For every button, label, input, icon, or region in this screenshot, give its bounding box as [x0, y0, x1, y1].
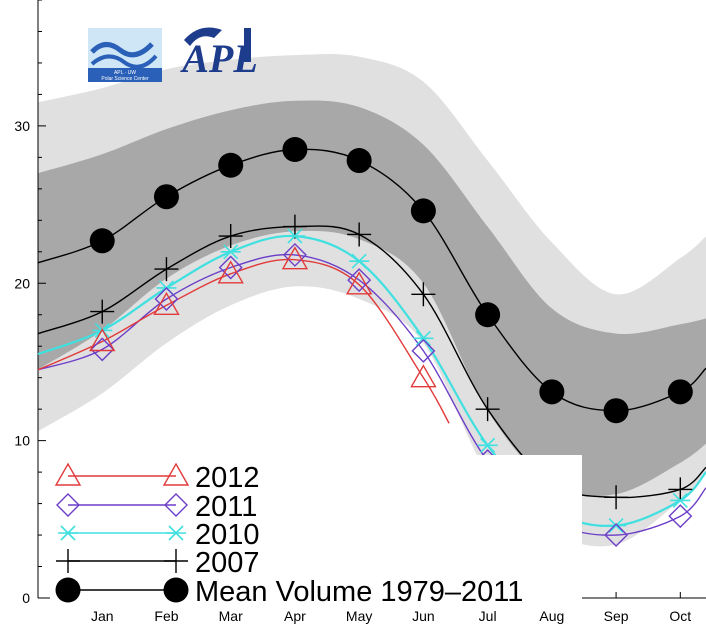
data-point [413, 330, 434, 346]
data-point [668, 504, 693, 529]
data-point [606, 518, 627, 534]
x-tick-label: Feb [154, 608, 178, 624]
psc-logo-subtext: APL · UW [114, 70, 136, 76]
data-point [475, 397, 500, 422]
legend-marker [163, 577, 189, 603]
data-point [411, 338, 436, 363]
y-tick-label: 30 [14, 118, 30, 134]
legend-marker [164, 549, 188, 573]
legend-label: 2010 [195, 519, 260, 551]
data-point [153, 291, 180, 315]
legend-marker [164, 493, 188, 517]
legend-background [50, 455, 582, 605]
x-tick-label: Jun [412, 608, 435, 624]
legend-label: 2011 [195, 491, 257, 523]
data-point [284, 228, 305, 244]
data-point [411, 282, 436, 307]
data-point [218, 224, 243, 249]
x-tick-label: Jan [91, 608, 114, 624]
legend-marker [54, 462, 82, 486]
psc-logo-banner [88, 68, 162, 82]
data-point [347, 268, 372, 293]
data-point [154, 257, 179, 282]
x-tick-label: Mar [219, 608, 243, 624]
data-point [220, 244, 241, 260]
data-point [90, 299, 115, 324]
data-point [153, 184, 179, 210]
data-point [154, 287, 179, 311]
data-point [89, 228, 115, 254]
legend-label: 2007 [195, 547, 260, 579]
x-tick-label: Jul [479, 608, 497, 624]
legend-marker [56, 493, 80, 517]
data-point [667, 379, 693, 405]
legend-label: 2012 [195, 462, 260, 494]
x-tick-label: Sep [604, 608, 629, 624]
band-inner [38, 100, 706, 497]
legend-label: Mean Volume 1979–2011 [195, 576, 523, 608]
x-tick-label: Oct [669, 608, 691, 624]
data-point [346, 148, 372, 174]
data-point [604, 485, 629, 510]
legend-marker [162, 462, 190, 486]
data-point [539, 379, 565, 405]
y-tick-label: 10 [14, 433, 30, 449]
legend-marker [56, 549, 80, 573]
data-point [668, 477, 693, 502]
data-point [410, 364, 437, 388]
data-point [603, 398, 629, 424]
uncertainty-bands [38, 54, 706, 547]
apl-logo: APL [179, 27, 258, 81]
data-point [89, 328, 116, 352]
x-tick-label: May [346, 608, 372, 624]
y-tick-label: 20 [14, 275, 30, 291]
data-point [604, 523, 629, 548]
legend-marker [58, 525, 78, 541]
data-point [477, 437, 498, 453]
data-point [281, 246, 309, 270]
psc-logo-text: Polar Science Center [101, 76, 149, 82]
y-tick-label: 0 [22, 590, 30, 606]
data-point [282, 214, 307, 239]
data-point [282, 242, 307, 267]
data-point [410, 198, 436, 224]
data-point [90, 337, 115, 362]
data-point [218, 152, 244, 178]
x-tick-label: Apr [284, 608, 306, 624]
apl-logo-bar [244, 28, 251, 62]
data-point [282, 137, 308, 162]
data-point [349, 253, 370, 269]
data-point [345, 271, 373, 295]
legend-marker [55, 577, 81, 603]
x-tick-label: Aug [539, 608, 564, 624]
data-point [217, 260, 244, 284]
data-point [347, 222, 372, 247]
data-point [218, 255, 243, 280]
polar-science-center-logo: APL · UW Polar Science Center [88, 28, 162, 82]
psc-logo-wave [90, 54, 158, 69]
data-point [475, 302, 501, 328]
data-point [670, 492, 691, 508]
psc-logo-wave [90, 42, 154, 58]
series-line [37, 258, 450, 424]
apl-logo-swoosh [184, 27, 222, 46]
legend-marker [166, 525, 186, 541]
